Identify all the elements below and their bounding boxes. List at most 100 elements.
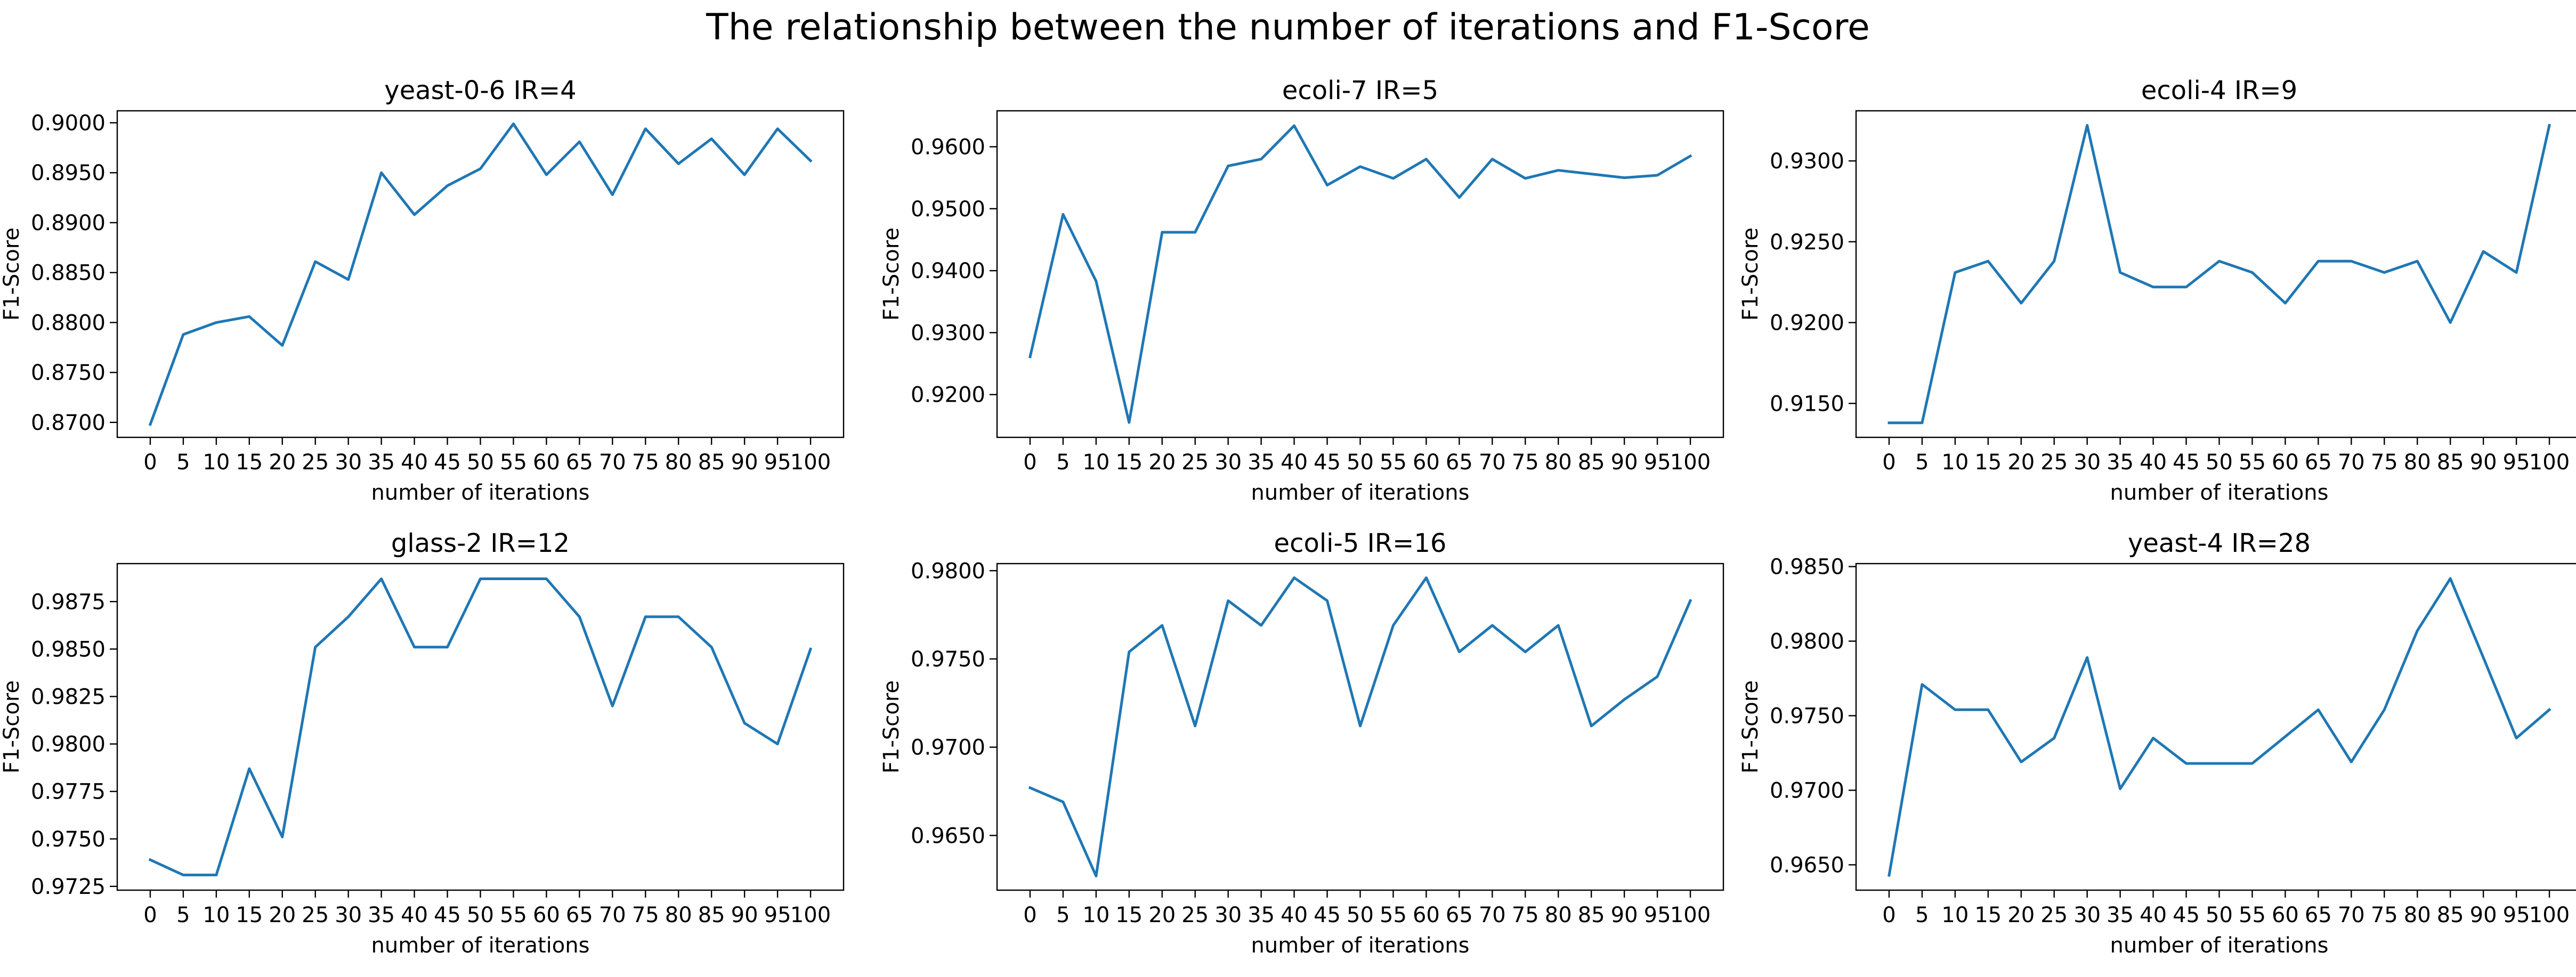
x-tick-label: 45	[1314, 903, 1341, 927]
x-tick-label: 10	[1082, 903, 1109, 927]
x-tick-label: 80	[1545, 903, 1572, 927]
x-tick-label: 70	[1479, 903, 1506, 927]
x-tick-label: 50	[467, 903, 494, 927]
x-tick-label: 20	[269, 450, 296, 475]
y-tick-label: 0.9650	[1770, 853, 1844, 877]
y-axis-label: F1-Score	[0, 227, 24, 321]
x-tick-label: 85	[2437, 450, 2464, 475]
x-tick-label: 70	[2338, 450, 2365, 475]
x-tick-label: 35	[368, 903, 395, 927]
x-axis-label: number of iterations	[371, 481, 590, 505]
x-tick-label: 25	[302, 903, 329, 927]
plot-frame	[1855, 563, 2576, 891]
x-tick-label: 15	[236, 903, 263, 927]
series-line	[148, 122, 813, 426]
x-tick-label: 55	[500, 903, 527, 927]
x-tick-label: 0	[1023, 450, 1036, 475]
y-tick-label: 0.9725	[31, 875, 106, 899]
x-tick-label: 75	[2371, 450, 2398, 475]
x-tick-label: 95	[2503, 450, 2530, 475]
x-tick-label: 25	[2040, 903, 2068, 927]
x-tick-label: 35	[368, 450, 395, 475]
x-tick-label: 75	[632, 903, 659, 927]
x-tick-label: 20	[1148, 450, 1176, 475]
x-tick-label: 100	[1670, 903, 1711, 927]
x-tick-label: 60	[533, 450, 560, 475]
x-tick-label: 0	[1023, 903, 1036, 927]
x-tick-label: 65	[2305, 903, 2332, 927]
subplot-title: yeast-0-6 IR=4	[384, 76, 576, 105]
y-tick-label: 0.9200	[1770, 311, 1844, 336]
x-tick-label: 30	[2073, 450, 2101, 475]
y-tick-label: 0.9750	[1770, 704, 1844, 729]
x-tick-label: 5	[1056, 903, 1070, 927]
x-tick-label: 40	[1281, 450, 1308, 475]
x-tick-label: 0	[1882, 903, 1895, 927]
x-tick-label: 10	[1082, 450, 1109, 475]
x-tick-label: 65	[566, 450, 593, 475]
x-tick-label: 90	[731, 903, 758, 927]
x-tick-label: 55	[2239, 450, 2266, 475]
subplot-2: 0 5 10 15 20 25 30 35 40 45 50 55 60 65 70 75 80 85 90 9510…	[879, 76, 1724, 505]
x-tick-label: 55	[1380, 450, 1407, 475]
series-line	[1028, 124, 1692, 424]
x-tick-label: 15	[236, 450, 263, 475]
x-tick-label: 95	[1644, 450, 1671, 475]
series-line	[1888, 577, 2551, 877]
x-tick-label: 40	[1281, 903, 1308, 927]
x-tick-label: 5	[176, 450, 190, 475]
y-axis-label: F1-Score	[1738, 680, 1763, 774]
x-axis-label: number of iterations	[1251, 481, 1470, 505]
y-tick-label: 0.9875	[31, 590, 106, 614]
y-tick-label: 0.9800	[1770, 630, 1844, 654]
y-tick-label: 0.9500	[911, 197, 985, 222]
x-tick-label: 75	[1512, 450, 1539, 475]
x-tick-label: 10	[1941, 450, 1969, 475]
x-tick-label: 85	[698, 903, 725, 927]
x-tick-label: 70	[2338, 903, 2365, 927]
series-line	[148, 577, 813, 876]
x-tick-label: 30	[335, 903, 362, 927]
x-tick-label: 20	[2007, 450, 2035, 475]
subplot-title: yeast-4 IR=28	[2128, 528, 2311, 558]
x-tick-label: 25	[1181, 450, 1209, 475]
x-tick-label: 95	[2503, 903, 2530, 927]
x-tick-label: 80	[1545, 450, 1572, 475]
y-axis-label: F1-Score	[0, 680, 24, 774]
y-tick-label: 0.9825	[31, 685, 106, 709]
x-tick-label: 95	[764, 450, 791, 475]
x-tick-label: 0	[143, 903, 157, 927]
y-tick-label: 0.8950	[31, 161, 106, 185]
y-tick-label: 0.9750	[911, 647, 985, 672]
x-tick-label: 40	[2140, 450, 2167, 475]
x-tick-label: 90	[1611, 450, 1638, 475]
x-tick-label: 65	[566, 903, 593, 927]
x-tick-label: 30	[1214, 450, 1242, 475]
y-tick-label: 0.9700	[911, 736, 985, 760]
x-tick-label: 45	[2173, 450, 2200, 475]
x-tick-label: 60	[1413, 450, 1440, 475]
x-axis-label: number of iterations	[371, 933, 590, 958]
x-tick-label: 95	[1644, 903, 1671, 927]
y-tick-label: 0.8900	[31, 211, 106, 235]
x-tick-label: 90	[2470, 450, 2497, 475]
x-tick-label: 60	[533, 903, 560, 927]
x-tick-label: 60	[1413, 903, 1440, 927]
x-tick-label: 50	[1347, 450, 1374, 475]
y-tick-label: 0.9250	[1770, 230, 1844, 255]
x-tick-label: 15	[1974, 450, 2002, 475]
x-tick-label: 100	[1670, 450, 1711, 475]
subplot-4: 0 5 10 15 20 25 30 35 40 45 50 55 60 65 70 75 80 85 90 9510…	[0, 528, 845, 958]
plot-frame	[116, 110, 845, 438]
y-tick-label: 0.9800	[911, 559, 985, 583]
y-axis-label: F1-Score	[879, 227, 904, 321]
x-tick-label: 50	[2206, 903, 2233, 927]
subplot-5: 0 5 10 15 20 25 30 35 40 45 50 55 60 65 70 75 80 85 90 9510…	[879, 528, 1724, 958]
y-tick-label: 0.9150	[1770, 392, 1844, 416]
x-tick-label: 45	[2173, 903, 2200, 927]
y-tick-label: 0.9000	[31, 111, 106, 135]
subplot-3: 0 5 10 15 20 25 30 35 40 45 50 55 60 65 70 75 80 85 90 9510…	[1738, 76, 2576, 505]
y-tick-label: 0.9400	[911, 259, 985, 283]
x-tick-label: 55	[500, 450, 527, 475]
x-tick-label: 65	[2305, 450, 2332, 475]
